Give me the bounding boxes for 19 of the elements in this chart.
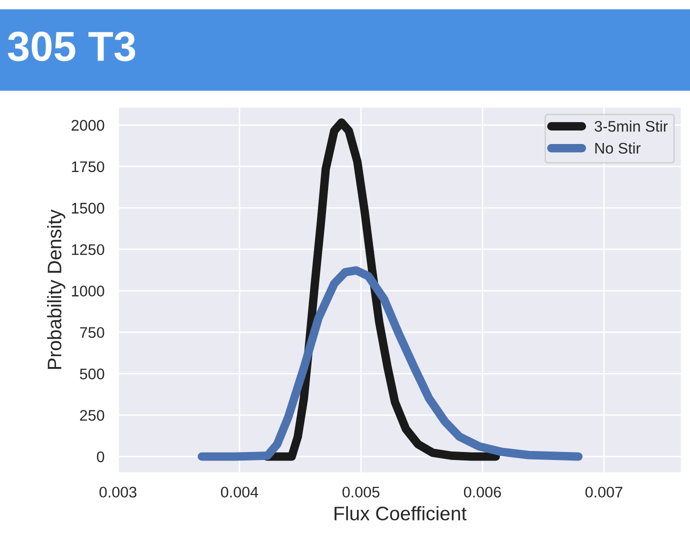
y-tick-label: 0	[96, 451, 104, 462]
y-tick-label: 1250	[72, 244, 104, 256]
y-tick-label: 1750	[72, 161, 104, 172]
x-tick-label: 0.005	[342, 486, 380, 498]
y-tick-label: 1500	[72, 202, 104, 214]
y-tick-label: 1000	[72, 286, 104, 296]
y-tick-label: 2000	[72, 120, 104, 131]
x-tick-label: 0.007	[585, 486, 622, 498]
y-tick-label: 250	[80, 410, 104, 421]
x-axis-title: Flux Coefficient	[334, 506, 467, 520]
y-tick-label: 750	[80, 327, 104, 338]
y-tick-label: 500	[80, 368, 104, 380]
x-tick-label: 0.006	[464, 486, 501, 498]
chart-title: 305 T3	[8, 32, 136, 62]
legend-label: No Stir	[595, 142, 641, 154]
y-axis-title: Probability Density	[47, 209, 66, 369]
legend-label: 3-5min Stir	[594, 120, 668, 132]
x-tick-label: 0.003	[99, 486, 136, 498]
x-tick-label: 0.004	[220, 486, 258, 498]
